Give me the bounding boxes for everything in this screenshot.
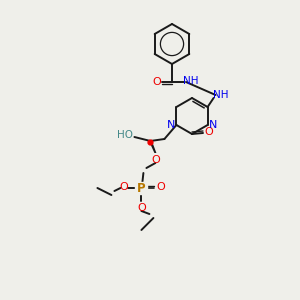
Text: HO: HO: [117, 130, 134, 140]
Text: P: P: [137, 182, 146, 194]
Text: NH: NH: [213, 90, 228, 100]
Text: O: O: [137, 203, 146, 213]
Text: O: O: [119, 182, 128, 192]
Text: N: N: [167, 120, 176, 130]
Text: O: O: [205, 127, 213, 137]
Text: O: O: [151, 155, 160, 165]
Text: O: O: [156, 182, 165, 192]
Text: O: O: [153, 77, 161, 87]
Polygon shape: [149, 141, 156, 153]
Text: NH: NH: [183, 76, 199, 86]
Text: N: N: [208, 120, 217, 130]
